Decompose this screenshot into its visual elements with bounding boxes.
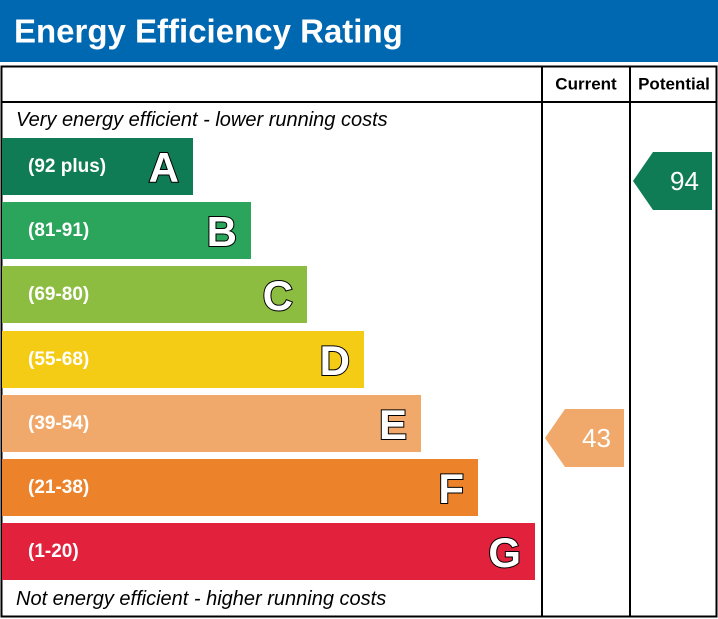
band-letter: B: [207, 208, 237, 255]
band-range: (1-20): [28, 541, 79, 562]
title: Energy Efficiency Rating: [14, 13, 403, 50]
top-note: Very energy efficient - lower running co…: [16, 109, 388, 131]
band-bar: [2, 138, 193, 195]
column-header: Current: [555, 75, 617, 94]
band-letter: D: [320, 337, 350, 384]
column-header: Potential: [638, 75, 710, 94]
band-range: (21-38): [28, 477, 89, 498]
header-band: [0, 0, 718, 62]
band-letter: C: [263, 272, 293, 319]
band-range: (81-91): [28, 220, 89, 241]
band-range: (92 plus): [28, 156, 106, 177]
band-bar: [2, 331, 364, 388]
band-bar: [2, 266, 307, 323]
band-range: (39-54): [28, 413, 89, 434]
table-border: [0, 65, 718, 618]
band-bar: [2, 523, 535, 580]
band-letter: E: [379, 401, 407, 448]
rating-arrow: [545, 409, 624, 467]
bottom-note: Not energy efficient - higher running co…: [16, 588, 386, 610]
band-letter: A: [149, 144, 179, 191]
rating-arrow: [633, 152, 712, 210]
band-bar: [2, 202, 251, 259]
rating-value: 43: [582, 423, 611, 453]
band-bar: [2, 459, 478, 516]
band-letter: G: [488, 529, 521, 576]
rating-value: 94: [670, 166, 699, 196]
band-range: (55-68): [28, 349, 89, 370]
band-range: (69-80): [28, 284, 89, 305]
band-bar: [2, 395, 421, 452]
band-letter: F: [438, 465, 464, 512]
